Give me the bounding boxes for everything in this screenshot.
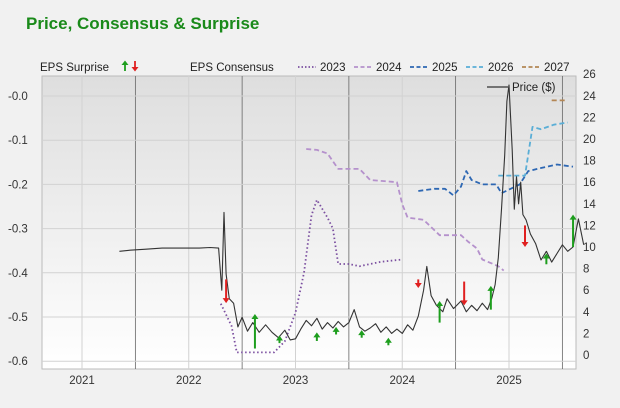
beat-arrow-icon xyxy=(121,60,129,71)
plot-area xyxy=(41,75,577,370)
legend-label: 2025 xyxy=(432,62,458,74)
legend: EPS Surprise EPS Consensus 2023 2024 2025 2… xyxy=(40,60,570,94)
legend-price: Price ($) xyxy=(512,82,556,94)
miss-arrow xyxy=(222,279,230,304)
left-tick-label: -0.0 xyxy=(8,91,28,103)
left-tick-label: -0.1 xyxy=(8,135,28,147)
beat-arrow xyxy=(542,253,550,265)
beat-arrow xyxy=(332,326,340,335)
legend-item-2027: 2027 xyxy=(522,62,570,74)
x-tick-label: 2023 xyxy=(283,375,309,387)
price-line-group xyxy=(119,84,585,341)
beat-arrow xyxy=(275,335,283,344)
right-tick-label: 16 xyxy=(583,177,596,189)
right-tick-label: 8 xyxy=(583,264,589,276)
left-tick-label: -0.3 xyxy=(8,224,28,236)
consensus-line-2026 xyxy=(498,121,568,177)
beat-arrow xyxy=(569,214,577,247)
right-tick-label: 22 xyxy=(583,112,596,124)
legend-label: 2023 xyxy=(320,62,346,74)
arrow-head xyxy=(222,298,230,304)
legend-item-2025: 2025 xyxy=(410,62,458,74)
beat-arrow xyxy=(313,332,321,341)
right-tick-label: 12 xyxy=(583,220,596,232)
left-tick-label: -0.5 xyxy=(8,312,28,324)
grid xyxy=(42,76,576,369)
beat-arrow xyxy=(358,330,366,338)
arrow-head xyxy=(569,214,577,220)
right-tick-label: 14 xyxy=(583,199,596,211)
arrow-head xyxy=(313,332,321,338)
left-tick-label: -0.4 xyxy=(8,268,28,280)
right-tick-label: 2 xyxy=(583,328,589,340)
arrow-head xyxy=(332,326,340,332)
right-tick-label: 6 xyxy=(583,285,589,297)
legend-item-2023: 2023 xyxy=(298,62,346,74)
arrow-head xyxy=(460,300,468,306)
legend-series-list: 2023 2024 2025 2026 2027 xyxy=(298,62,570,74)
miss-arrow xyxy=(414,279,422,289)
consensus-line-2024 xyxy=(306,148,505,272)
price-line xyxy=(119,84,585,341)
miss-arrow xyxy=(460,281,468,306)
arrow-head xyxy=(384,337,392,343)
legend-label: 2024 xyxy=(376,62,402,74)
arrow-head xyxy=(521,242,529,247)
legend-label: 2027 xyxy=(544,62,570,74)
legend-eps-consensus: EPS Consensus xyxy=(190,62,274,74)
x-tick-label: 2024 xyxy=(389,375,415,387)
beat-arrow xyxy=(251,313,259,349)
x-tick-label: 2025 xyxy=(496,375,522,387)
x-tick-label: 2022 xyxy=(176,375,202,387)
right-tick-label: 4 xyxy=(583,307,590,319)
consensus-line-2025 xyxy=(418,163,574,197)
consensus-lines xyxy=(219,99,574,354)
right-tick-label: 24 xyxy=(583,91,596,103)
arrow-head xyxy=(251,313,259,319)
beat-arrow xyxy=(436,301,444,323)
legend-label: 2026 xyxy=(488,62,514,74)
x-tick-label: 2021 xyxy=(69,375,95,387)
left-tick-label: -0.6 xyxy=(8,356,28,368)
right-tick-label: 26 xyxy=(583,69,596,81)
arrow-head xyxy=(414,283,422,289)
legend-item-2024: 2024 xyxy=(354,62,402,74)
legend-eps-surprise: EPS Surprise xyxy=(40,62,109,74)
beat-arrow xyxy=(487,285,495,310)
arrow-head xyxy=(487,285,495,291)
consensus-line-2023 xyxy=(219,198,403,354)
right-tick-label: 0 xyxy=(583,350,589,362)
right-tick-label: 20 xyxy=(583,134,596,146)
arrow-head xyxy=(436,301,444,306)
right-tick-label: 10 xyxy=(583,242,596,254)
miss-arrow-icon xyxy=(131,61,139,72)
arrow-head xyxy=(275,335,283,341)
right-tick-label: 18 xyxy=(583,156,596,168)
arrow-head xyxy=(542,253,550,259)
page-title: Price, Consensus & Surprise xyxy=(26,14,260,33)
axes: 2021 2022 2023 2024 2025-0.0-0.1-0.2-0.3-0.4… xyxy=(8,69,596,387)
miss-arrow xyxy=(521,225,529,247)
arrow-head xyxy=(358,330,366,336)
beat-arrow xyxy=(384,337,392,346)
surprise-arrows xyxy=(222,214,577,349)
left-tick-label: -0.2 xyxy=(8,179,28,191)
legend-item-2026: 2026 xyxy=(466,62,514,74)
